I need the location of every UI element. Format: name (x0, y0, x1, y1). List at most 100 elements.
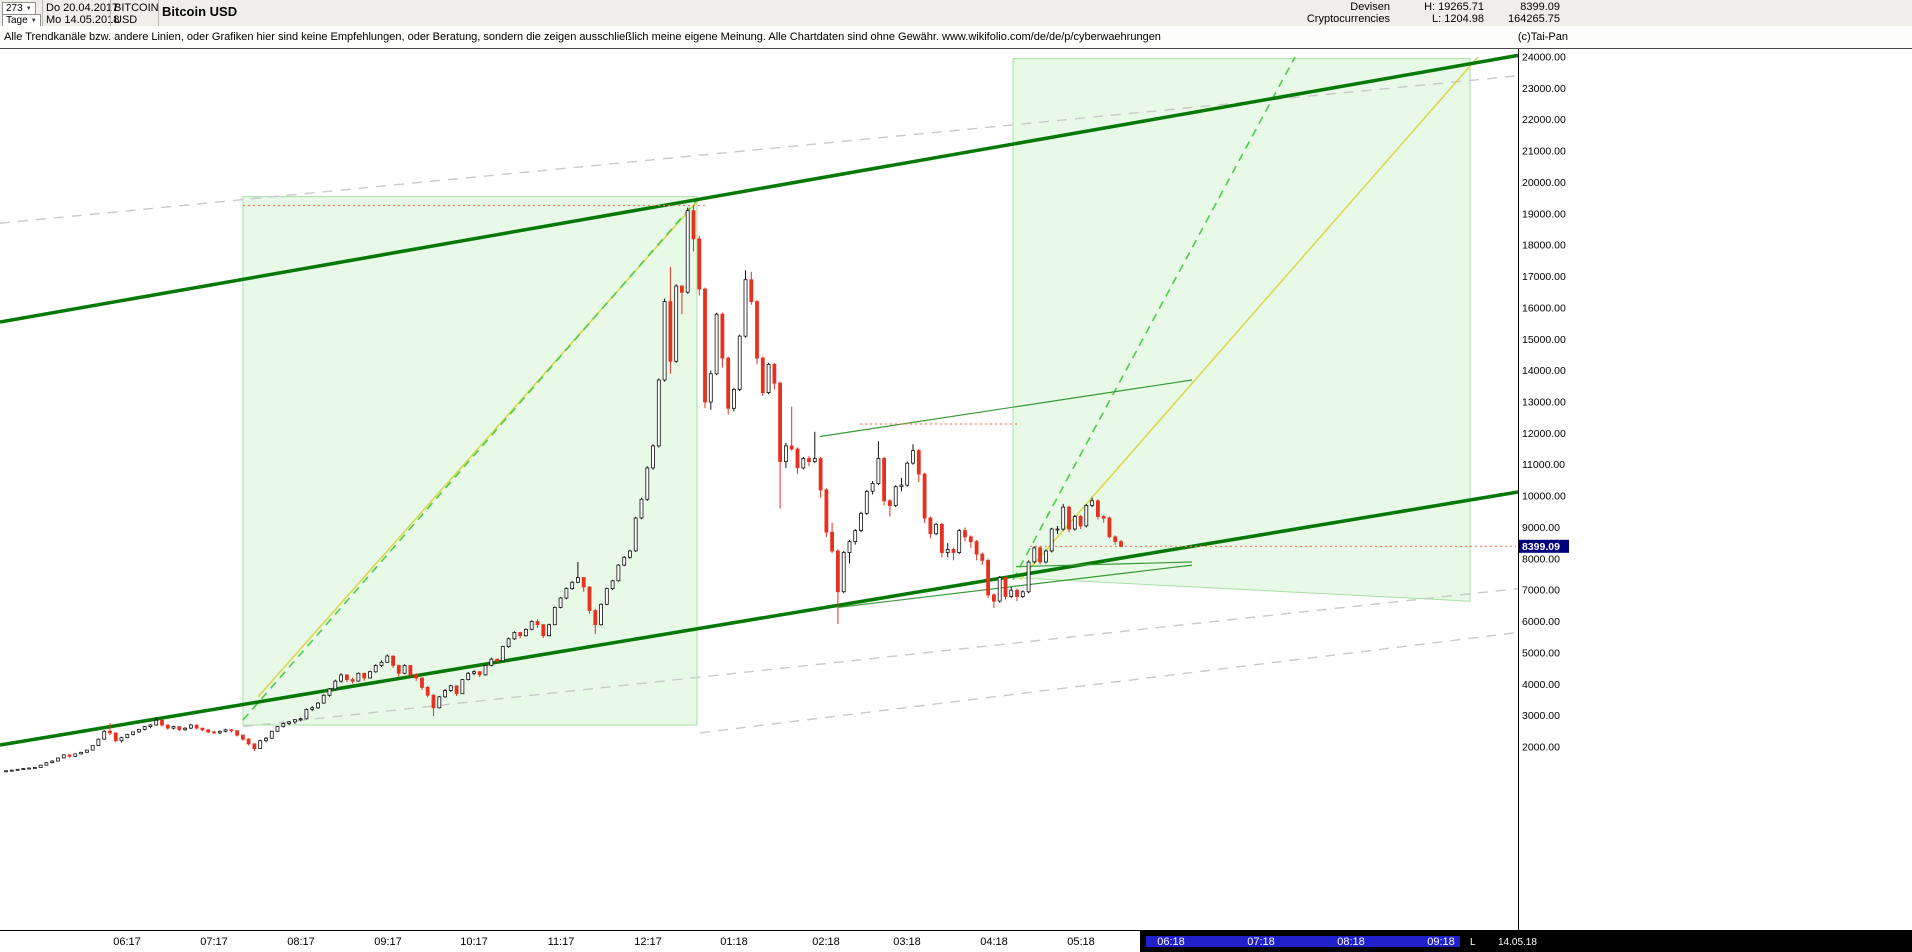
candle-down (830, 531, 834, 552)
candle-down (818, 458, 823, 491)
y-axis-label: 10000.00 (1522, 491, 1566, 503)
candle-up (304, 709, 309, 720)
candle-down (1107, 517, 1112, 538)
separator (158, 0, 159, 26)
candle-down (194, 724, 199, 729)
candle-up (385, 655, 390, 663)
candle-up (899, 484, 904, 488)
candle-down (1038, 547, 1042, 563)
candle-down (1101, 516, 1106, 519)
candle-up (547, 624, 551, 637)
candle-down (986, 560, 990, 596)
x-axis-label: 02:18 (812, 936, 840, 948)
candle-up (893, 486, 898, 506)
candle-down (454, 685, 459, 694)
candle-up (90, 745, 95, 751)
green-dashed-trendline-right (1012, 56, 1296, 581)
lower-trend-channel-line (0, 490, 1519, 747)
candle-up (841, 552, 846, 593)
candle-down (165, 724, 170, 729)
candle-up (466, 672, 471, 680)
candle-up (1055, 528, 1060, 531)
candle-down (252, 743, 257, 750)
candle-up (333, 680, 338, 690)
candle-up (437, 696, 442, 709)
high-value: H: 19265.71 (1424, 1, 1484, 13)
candle-up (287, 721, 292, 724)
y-axis-label: 14000.00 (1522, 365, 1566, 377)
candle-up (119, 737, 124, 742)
gray-dashed-trendline-top (0, 75, 1519, 224)
candle-up (460, 679, 465, 695)
green-dashed-trendline-left (242, 199, 698, 721)
y-axis-label: 16000.00 (1522, 302, 1566, 314)
candle-up (281, 723, 286, 727)
candle-up (44, 762, 49, 766)
bottom-scrollbar-thumb[interactable] (1146, 936, 1460, 947)
date-to: Mo 14.05.2018 (46, 14, 120, 26)
candle-down (391, 655, 396, 666)
candle-up (957, 530, 962, 553)
candle-up (4, 770, 8, 773)
candle-up (472, 671, 476, 674)
candle-down (940, 523, 944, 553)
candle-up (911, 450, 915, 464)
candle-up (662, 301, 667, 381)
candle-up (766, 363, 771, 393)
candle-up (651, 445, 655, 469)
candle-down (928, 517, 933, 535)
candle-down (963, 530, 967, 538)
candle-down (593, 610, 598, 626)
candle-up (847, 541, 852, 553)
candle-down (778, 382, 782, 463)
candle-up (21, 768, 26, 770)
chevron-down-icon: ▼ (25, 5, 32, 12)
candle-down (807, 458, 811, 462)
candle-up (321, 694, 326, 704)
candle-up (934, 523, 938, 535)
y-axis-label: 3000.00 (1522, 710, 1560, 722)
candle-down (1113, 536, 1118, 543)
candle-up (327, 688, 332, 696)
candle-up (131, 731, 136, 735)
x-axis-label: 04:18 (980, 936, 1008, 948)
candle-up (552, 607, 557, 626)
candle-up (576, 577, 580, 583)
y-axis-label: 17000.00 (1522, 271, 1566, 283)
candle-down (974, 541, 979, 555)
candle-up (1009, 589, 1014, 597)
candle-down (789, 445, 794, 450)
symbol-label: BITCOIN (114, 2, 159, 14)
candle-down (795, 448, 800, 469)
candle-up (136, 729, 141, 733)
x-axis-label: 09:18 (1427, 936, 1455, 948)
candle-up (616, 564, 621, 582)
candle-up (1044, 550, 1048, 563)
candle-up (604, 588, 609, 605)
chevron-down-icon: ▼ (30, 17, 37, 24)
candle-down (362, 672, 367, 679)
category-label-2: Cryptocurrencies (1306, 13, 1390, 25)
candle-down (720, 313, 725, 359)
separator (42, 0, 43, 26)
candle-down (246, 738, 251, 745)
candle-up (610, 580, 615, 589)
candle-up (1084, 505, 1089, 527)
y-axis-label: 15000.00 (1522, 334, 1566, 346)
candle-down (541, 624, 546, 637)
candle-up (558, 597, 563, 608)
candle-up (714, 313, 719, 375)
candle-down (414, 674, 419, 679)
candle-up (876, 458, 881, 485)
candle-up (633, 517, 638, 552)
candle-up (154, 719, 159, 726)
disclaimer-bar: Alle Trendkanäle bzw. andere Linien, ode… (0, 26, 1912, 49)
candle-down (968, 536, 973, 543)
candle-up (812, 458, 817, 462)
trend-channel-region-left (242, 196, 698, 726)
candle-up (732, 389, 736, 409)
bottom-date-label: 14.05.18 (1498, 937, 1537, 948)
candle-up (171, 726, 176, 729)
instrument-title: Bitcoin USD (162, 4, 238, 19)
candle-down (581, 577, 586, 588)
